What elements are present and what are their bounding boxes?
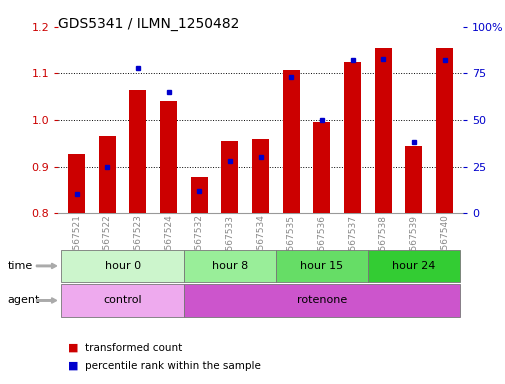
Bar	[374, 48, 391, 213]
Bar	[282, 70, 299, 213]
Text: time: time	[8, 261, 33, 271]
Text: hour 8: hour 8	[212, 261, 247, 271]
Bar	[405, 146, 422, 213]
Bar	[129, 90, 146, 213]
Bar	[221, 141, 238, 213]
Bar	[68, 154, 85, 213]
Text: hour 24: hour 24	[391, 261, 435, 271]
Bar	[251, 139, 269, 213]
Text: ■: ■	[68, 343, 79, 353]
Text: ■: ■	[68, 361, 79, 371]
Text: rotenone: rotenone	[296, 295, 346, 306]
Text: transformed count: transformed count	[84, 343, 181, 353]
Text: GDS5341 / ILMN_1250482: GDS5341 / ILMN_1250482	[58, 17, 239, 31]
Text: hour 15: hour 15	[300, 261, 343, 271]
Text: percentile rank within the sample: percentile rank within the sample	[84, 361, 260, 371]
Bar	[313, 122, 330, 213]
Text: hour 0: hour 0	[105, 261, 140, 271]
Bar	[435, 48, 452, 213]
Bar	[343, 62, 360, 213]
Bar	[190, 177, 207, 213]
Bar	[160, 101, 177, 213]
Text: control: control	[103, 295, 141, 306]
Bar	[98, 136, 116, 213]
Text: agent: agent	[8, 295, 40, 306]
